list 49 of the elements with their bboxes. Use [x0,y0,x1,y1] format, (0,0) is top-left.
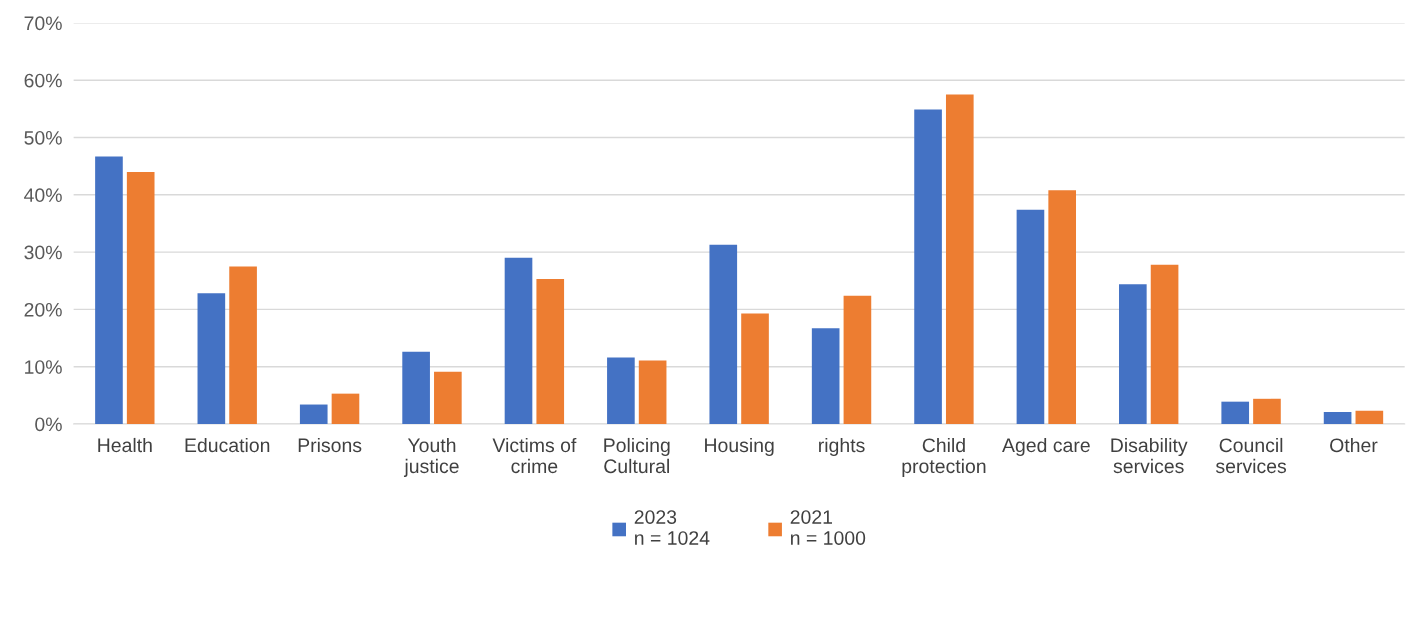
bar [331,393,360,425]
bar [914,109,942,425]
bar [402,351,430,425]
bar [1119,284,1147,425]
bar [95,156,123,425]
x-tick-label: Policing Cultural [604,437,670,474]
bar [1048,190,1077,425]
bar [1150,264,1179,425]
x-tick-label: Other [1330,437,1378,453]
bar [741,313,769,425]
x-tick-label: Child protection [902,437,986,477]
bar [811,328,840,425]
y-tick-label: 60% [24,73,62,88]
bar [1253,398,1281,425]
bar [1016,209,1045,425]
x-tick-label: Council services [1215,437,1287,474]
y-tick-label: 0% [35,417,62,432]
legend-label: 2021 n = 1000 [790,510,866,545]
bar [1323,411,1352,425]
legend-label: 2023 n = 1024 [634,510,710,545]
y-tick-label: 30% [24,245,62,260]
y-tick-label: 40% [24,188,62,203]
x-tick-label: Prisons [298,437,362,453]
bar [709,244,738,425]
bar [843,295,872,425]
bar [607,357,635,425]
x-tick-label: Disability services [1111,437,1188,474]
bar [638,360,667,425]
y-tick-label: 70% [24,16,62,31]
y-tick-label: 20% [24,302,62,317]
x-tick-label: Aged care [1002,437,1090,457]
x-tick-label: rights [819,437,865,457]
y-tick-label: 50% [24,130,62,145]
y-tick-label: 10% [25,360,62,374]
x-tick-label: Victims of crime [492,437,577,474]
x-tick-label: Youth justice [403,437,459,477]
bar [229,266,257,425]
x-tick-label: Housing [705,437,774,457]
bar [434,371,462,425]
bar [945,94,974,425]
x-tick-label: Health [98,437,152,453]
bar [1221,401,1250,425]
bar [536,279,565,425]
x-tick-label: Education [185,437,270,453]
bar [126,171,155,425]
bar [197,293,226,425]
bar [1355,410,1384,425]
bar [504,257,533,425]
bar [299,404,328,425]
